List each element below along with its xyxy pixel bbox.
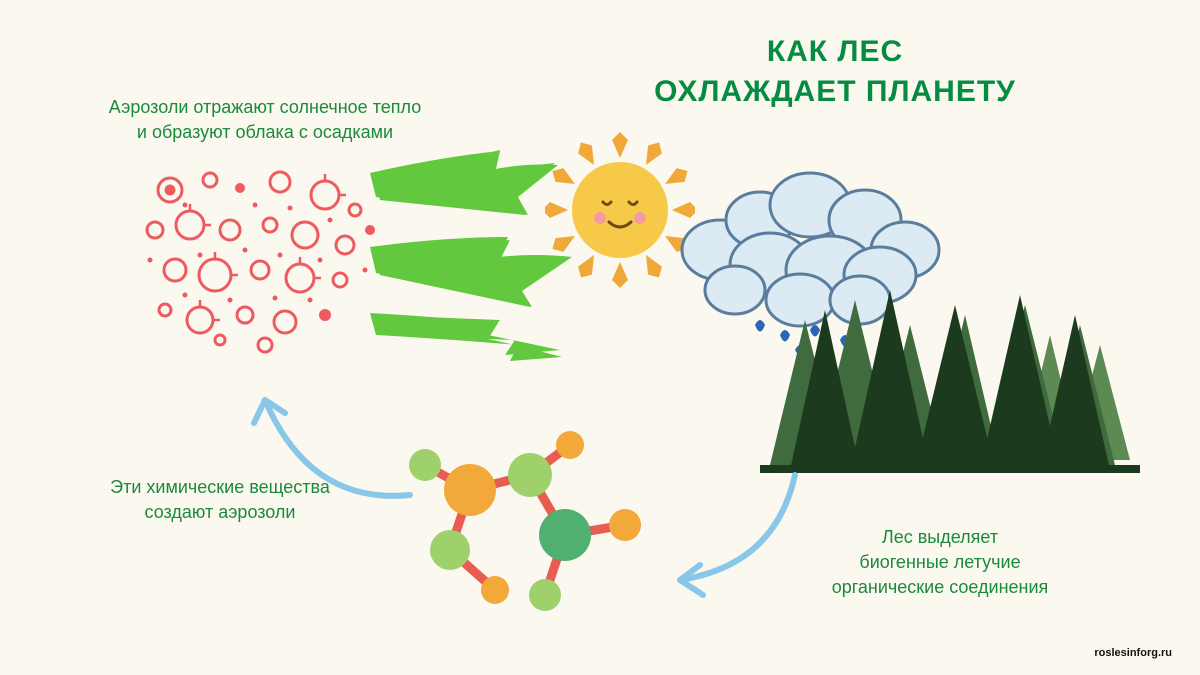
title: КАК ЛЕС ОХЛАЖДАЕТ ПЛАНЕТУ: [560, 35, 1110, 109]
caption-aerosols-l2: и образуют облака с осадками: [65, 120, 465, 145]
caption-forest-l3: органические соединения: [780, 575, 1100, 600]
caption-forest: Лес выделяет биогенные летучие органичес…: [780, 525, 1100, 601]
caption-forest-l1: Лес выделяет: [780, 525, 1100, 550]
title-line1: КАК ЛЕС: [560, 35, 1110, 69]
caption-aerosols: Аэрозоли отражают солнечное тепло и обра…: [65, 95, 465, 145]
molecule-icon: [400, 430, 650, 630]
aerosol-cluster-icon: [130, 160, 390, 360]
blue-arrow-left-icon: [240, 355, 430, 515]
forest-icon: [760, 270, 1140, 480]
blue-arrow-right-icon: [655, 465, 815, 605]
caption-aerosols-l1: Аэрозоли отражают солнечное тепло: [65, 95, 465, 120]
caption-forest-l2: биогенные летучие: [780, 550, 1100, 575]
title-line2: ОХЛАЖДАЕТ ПЛАНЕТУ: [560, 75, 1110, 109]
source-attribution: roslesinforg.ru: [1094, 647, 1172, 659]
